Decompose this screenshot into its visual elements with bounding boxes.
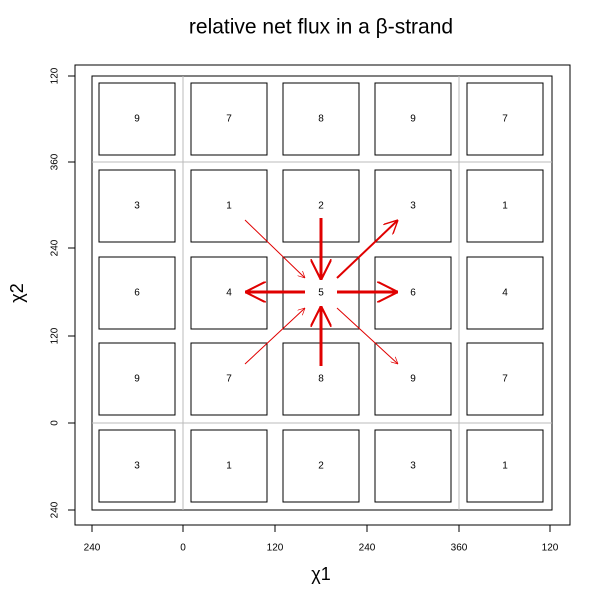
cell-value: 7 [502,114,508,125]
cell-value: 8 [318,374,324,385]
x-tick-label: 120 [542,543,559,554]
x-tick-label: 240 [359,543,376,554]
cell-box [466,256,544,330]
cell-value: 9 [410,374,416,385]
cell-value: 9 [410,114,416,125]
cell-box [190,169,268,243]
cell-box [98,256,176,330]
cell-value: 4 [502,288,508,299]
cell-value: 1 [502,201,508,212]
cell-value: 7 [226,114,232,125]
arrows [244,218,398,366]
inner-frame [91,75,553,511]
cell-box [466,82,544,156]
y-tick-label: 240 [50,501,61,518]
cell-value: 1 [502,461,508,472]
x-tick-label: 0 [180,543,186,554]
cell-box [282,429,360,503]
y-label: χ2 [7,283,27,302]
cell-value: 2 [318,201,324,212]
y-tick-label: 360 [50,153,61,170]
cell-value: 1 [226,461,232,472]
cell-box [98,82,176,156]
plot-frame [74,64,571,526]
cell-box [190,342,268,416]
cell-value: 7 [226,374,232,385]
x-label: χ1 [311,564,330,584]
cell-value: 3 [410,201,416,212]
arrow [336,220,398,279]
cell-box [374,82,452,156]
x-tick-label: 120 [267,543,284,554]
cell-value: 6 [134,288,140,299]
cell-box [374,429,452,503]
y-tick-label: 120 [50,327,61,344]
cell-box [190,82,268,156]
cell-value: 3 [134,461,140,472]
title: relative net flux in a β-strand [189,16,453,39]
arrow [244,308,305,365]
cell-value: 3 [134,201,140,212]
arrow [244,219,305,278]
cell-value: 2 [318,461,324,472]
cell-value: 9 [134,114,140,125]
cell-box [98,342,176,416]
cell-value: 7 [502,374,508,385]
cells: 9 7 8 9 7 3 1 2 3 1 6 4 5 6 4 9 7 8 9 7 3 1 2 3 1 [98,82,544,503]
x-tick-label: 240 [84,543,101,554]
cell-value: 5 [318,288,324,299]
ticks: 240 0 120 240 360 120 120 360 240 120 0 240 [50,67,559,553]
cell-box [466,342,544,416]
cell-box [98,429,176,503]
cell-value: 4 [226,288,232,299]
cell-value: 8 [318,114,324,125]
cell-box [190,429,268,503]
y-tick-label: 240 [50,239,61,256]
y-tick-label: 120 [50,67,61,84]
cell-box [466,429,544,503]
cell-box [98,169,176,243]
cell-box [374,169,452,243]
cell-box [374,342,452,416]
arrow [336,307,398,364]
y-tick-label: 0 [50,420,61,426]
x-tick-label: 360 [451,543,468,554]
cell-value: 1 [226,201,232,212]
cell-box [466,169,544,243]
cell-value: 9 [134,374,140,385]
cell-box [282,82,360,156]
cell-value: 3 [410,461,416,472]
cell-value: 6 [410,288,416,299]
